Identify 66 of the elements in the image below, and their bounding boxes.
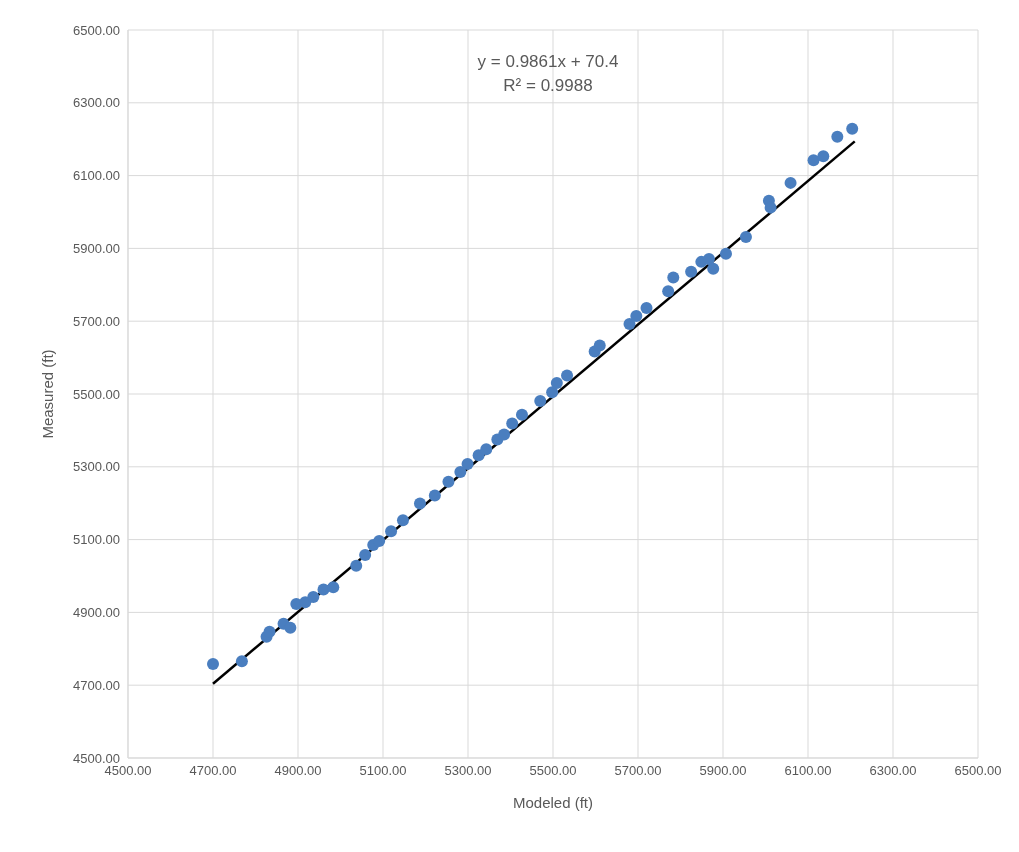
point xyxy=(667,271,680,284)
point xyxy=(498,428,511,441)
point xyxy=(428,489,441,502)
y-tick-label: 4500.00 xyxy=(73,750,120,766)
point xyxy=(630,310,643,323)
x-tick-label: 5700.00 xyxy=(614,763,662,779)
y-axis-title: Measured (ft) xyxy=(39,349,57,439)
x-tick-label: 5100.00 xyxy=(359,763,407,779)
y-tick-label: 4900.00 xyxy=(73,605,120,621)
y-tick-label: 6500.00 xyxy=(73,22,120,38)
y-tick-label: 6100.00 xyxy=(73,168,120,184)
point xyxy=(593,339,606,352)
x-tick-label: 6500.00 xyxy=(954,763,1002,779)
point xyxy=(662,285,675,298)
point xyxy=(350,559,363,572)
point xyxy=(307,591,320,604)
point xyxy=(623,318,636,331)
point xyxy=(784,176,797,189)
point xyxy=(807,154,820,167)
point xyxy=(359,548,372,561)
point xyxy=(235,655,248,668)
point xyxy=(739,231,752,244)
point xyxy=(534,394,547,407)
x-tick-label: 6100.00 xyxy=(784,763,832,779)
point xyxy=(442,475,455,488)
x-tick-label: 5500.00 xyxy=(529,763,577,779)
point xyxy=(817,150,830,163)
point xyxy=(685,265,698,278)
y-tick-label: 5700.00 xyxy=(73,313,120,329)
point xyxy=(454,465,467,478)
point xyxy=(263,625,276,638)
point xyxy=(546,386,559,399)
point xyxy=(506,417,519,430)
point xyxy=(561,369,574,382)
annotation: R² = 0.9988 xyxy=(502,75,594,97)
point xyxy=(515,408,528,421)
y-tick-label: 5300.00 xyxy=(73,459,120,475)
point xyxy=(550,377,563,390)
y-tick-label: 5500.00 xyxy=(73,386,120,402)
x-tick-label: 4500.00 xyxy=(104,763,152,779)
point xyxy=(831,130,844,143)
point xyxy=(480,443,493,456)
point xyxy=(461,457,474,470)
y-tick-label: 5900.00 xyxy=(73,241,120,257)
y-tick-label: 4700.00 xyxy=(73,677,120,693)
x-tick-label: 6300.00 xyxy=(869,763,917,779)
point xyxy=(640,302,653,315)
x-tick-label: 5300.00 xyxy=(444,763,492,779)
point xyxy=(385,525,398,538)
point xyxy=(846,122,859,135)
point xyxy=(327,581,340,594)
x-tick-label: 4900.00 xyxy=(274,763,322,779)
point xyxy=(707,262,720,275)
point xyxy=(284,621,297,634)
point xyxy=(413,497,426,510)
point xyxy=(396,514,409,527)
point xyxy=(207,658,219,671)
x-axis-title: Modeled (ft) xyxy=(512,794,594,811)
point xyxy=(373,535,386,548)
annotation: y = 0.9861x + 70.4 xyxy=(476,51,620,73)
x-tick-label: 5900.00 xyxy=(699,763,747,779)
point xyxy=(719,247,732,260)
y-tick-label: 5100.00 xyxy=(73,532,120,548)
x-tick-label: 4700.00 xyxy=(189,763,237,779)
point xyxy=(702,252,715,265)
y-tick-label: 6300.00 xyxy=(73,95,120,111)
